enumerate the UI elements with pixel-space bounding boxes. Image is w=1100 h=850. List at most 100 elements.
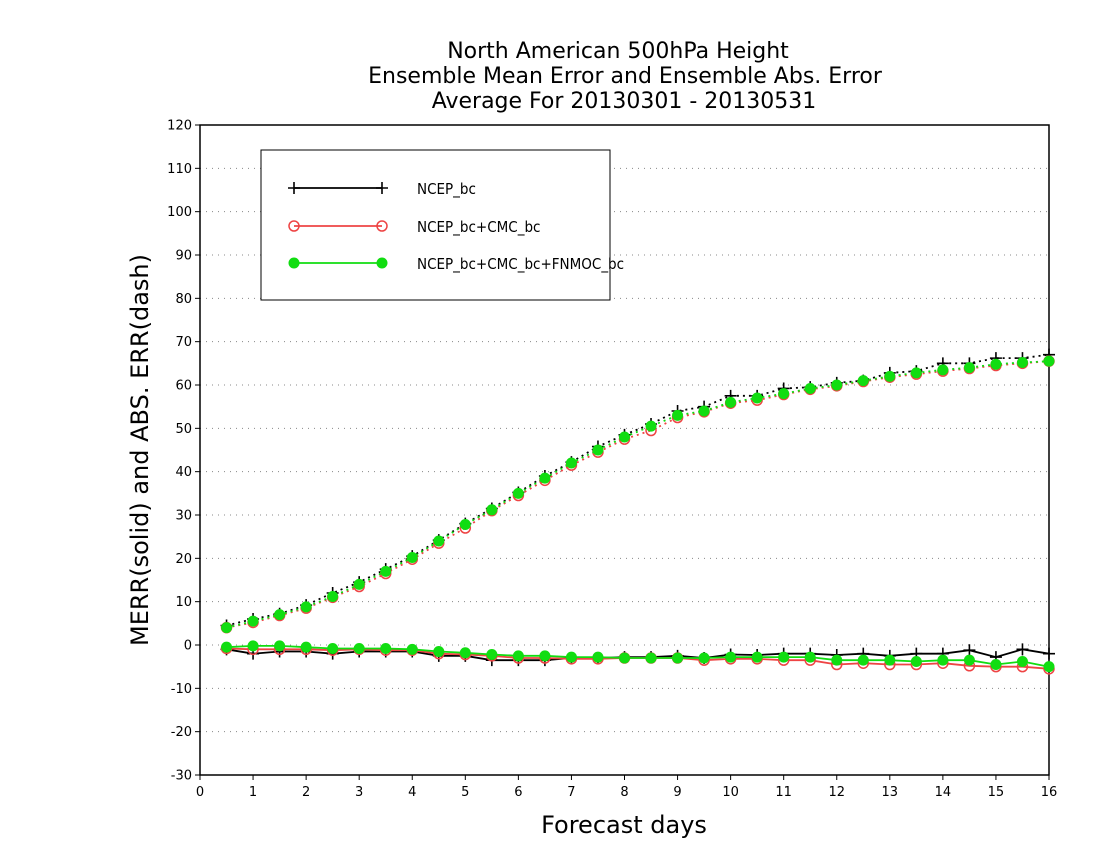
merr-point <box>512 650 524 662</box>
abs-err-point <box>963 362 975 374</box>
legend-marker <box>376 182 388 194</box>
abs-err-point <box>565 457 577 469</box>
abs-err-point <box>884 370 896 382</box>
y-tick-label: 40 <box>175 465 192 480</box>
chart-title-line-3: Average For 20130301 - 20130531 <box>432 89 817 114</box>
merr-point <box>406 643 418 655</box>
merr-point <box>725 651 737 663</box>
merr-point <box>592 651 604 663</box>
y-tick-label: 30 <box>175 509 192 524</box>
y-tick-label: -30 <box>171 769 192 784</box>
abs-err-point <box>910 367 922 379</box>
abs-err-point <box>645 420 657 432</box>
abs-err-point <box>459 519 471 531</box>
y-tick-label: -10 <box>171 682 192 697</box>
x-tick-label: 7 <box>567 785 575 800</box>
x-tick-label: 15 <box>988 785 1005 800</box>
legend-label: NCEP_bc <box>417 180 476 199</box>
y-axis-title: MERR(solid) and ABS. ERR(dash) <box>126 254 154 646</box>
x-tick-label: 9 <box>673 785 681 800</box>
abs-err-point <box>619 431 630 443</box>
abs-err-point <box>857 375 869 387</box>
x-tick-label: 0 <box>196 785 204 800</box>
legend-marker <box>376 220 388 232</box>
x-tick-label: 6 <box>514 785 522 800</box>
merr-point <box>857 654 869 666</box>
x-tick-label: 1 <box>249 785 257 800</box>
abs-err-point <box>804 382 816 394</box>
merr-point <box>672 652 684 664</box>
x-tick-label: 11 <box>775 785 792 800</box>
y-tick-label: 60 <box>175 379 192 394</box>
chart-title-line-1: North American 500hPa Height <box>447 39 789 64</box>
merr-point <box>990 659 1002 670</box>
merr-point <box>1016 643 1029 656</box>
legend-entry: NCEP_bc+CMC_bc+FNMOC_bc <box>288 255 624 274</box>
merr-point <box>459 647 471 659</box>
x-tick-label: 16 <box>1041 785 1058 800</box>
merr-point <box>327 642 339 654</box>
x-tick-label: 2 <box>302 785 310 800</box>
merr-point <box>353 642 365 654</box>
abs-err-point <box>353 578 365 590</box>
abs-err-point <box>433 535 445 547</box>
abs-err-point <box>751 392 763 404</box>
abs-err-point <box>300 601 312 613</box>
legend-entry: NCEP_bc+CMC_bc <box>288 218 540 237</box>
merr-point <box>433 646 445 657</box>
abs-err-point <box>672 409 684 421</box>
abs-err-point <box>1016 356 1028 368</box>
legend: NCEP_bc NCEP_bc+CMC_bc NCEP_bc+CMC_bc+FNMO… <box>260 149 624 301</box>
merr-point <box>778 651 790 663</box>
chart-title-line-2: Ensemble Mean Error and Ensemble Abs. Er… <box>368 64 883 89</box>
merr-point <box>884 654 896 666</box>
merr-point <box>937 654 949 666</box>
x-tick-label: 13 <box>882 785 899 800</box>
merr-point <box>751 651 763 663</box>
merr-point <box>486 649 498 661</box>
merr-point <box>539 650 551 662</box>
abs-err-line <box>226 353 1050 627</box>
merr-point <box>645 652 657 664</box>
x-tick-label: 4 <box>408 785 416 800</box>
abs-err-line <box>226 360 1050 629</box>
merr-point <box>831 654 843 666</box>
x-tick-label: 10 <box>722 785 739 800</box>
merr-point <box>1043 661 1055 673</box>
abs-err-point <box>380 565 392 577</box>
legend-marker <box>288 220 300 232</box>
series-layer <box>220 348 1055 675</box>
abs-err-point <box>778 388 790 400</box>
y-tick-label: 70 <box>175 335 192 350</box>
y-tick-label: 110 <box>167 162 192 177</box>
merr-point <box>698 652 710 664</box>
merr-point <box>565 651 577 663</box>
merr-point <box>221 641 233 653</box>
merr-point <box>380 642 392 654</box>
abs-err-point <box>539 472 551 484</box>
abs-err-point <box>831 379 843 391</box>
abs-err-point <box>937 364 949 376</box>
y-tick-label: 20 <box>175 552 192 567</box>
merr-point <box>1016 655 1028 667</box>
merr-point <box>619 652 630 664</box>
merr-point <box>963 644 976 657</box>
legend-marker <box>288 182 300 194</box>
series-3 <box>221 355 1055 673</box>
abs-err-point <box>486 504 498 516</box>
legend-entry: NCEP_bc <box>288 180 476 199</box>
x-axis-title: Forecast days <box>541 811 707 839</box>
abs-err-point <box>406 551 418 563</box>
abs-err-point <box>990 358 1002 370</box>
series-2 <box>220 355 1055 675</box>
legend-label: NCEP_bc+CMC_bc+FNMOC_bc <box>417 255 624 274</box>
abs-err-point <box>592 444 604 456</box>
y-tick-label: 90 <box>175 249 192 264</box>
merr-point <box>274 640 286 652</box>
x-tick-label: 12 <box>828 785 845 800</box>
merr-point <box>1043 647 1055 660</box>
y-tick-label: 50 <box>175 422 192 437</box>
x-tick-label: 14 <box>935 785 952 800</box>
legend-label: NCEP_bc+CMC_bc <box>417 218 540 237</box>
series-1 <box>220 348 1055 667</box>
